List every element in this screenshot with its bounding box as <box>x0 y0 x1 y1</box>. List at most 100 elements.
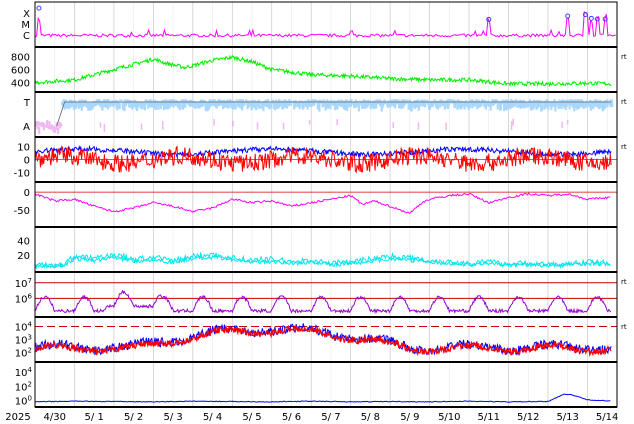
direction-bar-toward <box>151 100 154 108</box>
direction-bar-toward <box>511 101 514 108</box>
direction-bar-toward <box>334 102 337 111</box>
direction-bar-away <box>35 121 38 125</box>
direction-bar-toward <box>368 100 372 105</box>
direction-bar-toward <box>410 102 413 112</box>
direction-bar-toward <box>285 100 289 109</box>
flare-marker <box>36 5 42 11</box>
proton-flux-series-low <box>34 324 612 357</box>
direction-bar-toward <box>279 101 282 106</box>
direction-bar-toward <box>198 102 201 109</box>
direction-bar-away <box>45 124 48 128</box>
direction-bar-away <box>59 122 62 124</box>
direction-bar-toward <box>588 100 592 103</box>
direction-bar-toward <box>390 99 393 106</box>
direction-bar-toward <box>580 99 583 107</box>
direction-bar-toward <box>308 102 312 107</box>
direction-bar-toward <box>344 102 347 111</box>
direction-bar-toward <box>169 99 173 107</box>
y-tick-label: 106 <box>15 292 33 305</box>
direction-bar-toward <box>417 102 420 111</box>
direction-bar-away <box>99 122 102 128</box>
x-tick-label: 5/13 <box>556 412 578 423</box>
direction-bar-toward <box>166 102 169 110</box>
direction-bar-toward <box>91 102 95 108</box>
direction-bar-toward <box>425 99 428 101</box>
electron-flux-series <box>34 289 612 315</box>
flare-marker <box>594 16 600 22</box>
direction-bar-toward <box>171 99 174 106</box>
direction-bar-toward <box>506 101 509 111</box>
direction-bar-away <box>445 122 447 131</box>
direction-bar-toward <box>209 99 212 108</box>
direction-bar-toward <box>258 102 261 109</box>
direction-bar-toward <box>369 102 372 110</box>
direction-bar-toward <box>157 102 160 110</box>
direction-bar-toward <box>159 101 162 110</box>
direction-bar-toward <box>341 102 344 108</box>
direction-bar-toward <box>252 99 255 108</box>
flare-marker <box>486 16 492 22</box>
direction-bar-away <box>38 122 42 125</box>
direction-bar-toward <box>287 100 290 107</box>
direction-bar-toward <box>574 99 577 109</box>
direction-bar-toward <box>139 101 143 109</box>
panel-proton-flux <box>34 323 617 357</box>
direction-bar-toward <box>607 102 610 105</box>
panel-right-tag: rt <box>621 143 627 151</box>
y-tick-label: 10 <box>17 143 30 154</box>
direction-bar-toward <box>180 99 184 102</box>
direction-bar-toward <box>577 99 580 103</box>
direction-bar-toward <box>350 99 353 101</box>
y-tick-label: -10 <box>14 169 30 180</box>
direction-bar-toward <box>515 99 518 102</box>
direction-bar-toward <box>145 99 148 103</box>
direction-bar-toward <box>499 101 503 110</box>
direction-bar-away <box>52 125 55 133</box>
y-tick-label: T <box>23 98 31 109</box>
direction-bar-toward <box>570 100 573 106</box>
panel-right-tag: rt <box>621 278 627 286</box>
direction-bar-toward <box>481 99 484 103</box>
direction-bar-toward <box>533 101 536 107</box>
direction-bar-toward <box>203 100 207 103</box>
direction-bar-toward <box>547 102 550 111</box>
panel-flare <box>34 5 616 38</box>
direction-bar-toward <box>451 100 454 102</box>
direction-bar-toward <box>450 99 454 101</box>
direction-bar-toward <box>359 100 362 103</box>
direction-bar-toward <box>450 102 453 104</box>
direction-bar-toward <box>431 101 435 107</box>
direction-bar-toward <box>243 102 246 106</box>
y-tick-label: 40 <box>17 237 30 248</box>
direction-bar-toward <box>525 102 529 108</box>
direction-bar-toward <box>570 99 574 101</box>
direction-bar-toward <box>61 101 65 107</box>
x-tick-label: 5/ 4 <box>203 412 222 423</box>
direction-bar-toward <box>211 99 214 102</box>
panel-frame <box>34 226 618 273</box>
direction-bar-toward <box>447 99 450 106</box>
direction-bar-toward <box>547 101 551 106</box>
direction-bar-toward <box>420 99 424 104</box>
direction-bar-toward <box>109 101 112 108</box>
direction-bar-toward <box>500 102 503 105</box>
direction-bar-toward <box>107 99 110 102</box>
direction-bar-away <box>140 123 143 130</box>
direction-bar-toward <box>553 99 556 106</box>
direction-bar-toward <box>68 100 71 110</box>
direction-bar-away <box>308 120 311 125</box>
direction-bar-toward <box>537 100 540 108</box>
direction-bar-toward <box>496 102 499 110</box>
direction-bar-toward <box>387 102 390 107</box>
panel-wind-speed <box>34 54 612 88</box>
direction-bar-toward <box>457 99 460 101</box>
direction-bar-toward <box>454 102 458 104</box>
direction-bar-toward <box>349 99 353 108</box>
direction-bar-away <box>42 122 45 126</box>
direction-bar-toward <box>554 102 557 112</box>
direction-bar-toward <box>154 101 158 110</box>
direction-bar-toward <box>556 100 559 105</box>
direction-bar-toward <box>436 101 439 110</box>
x-tick-label: 5/ 8 <box>361 412 380 423</box>
